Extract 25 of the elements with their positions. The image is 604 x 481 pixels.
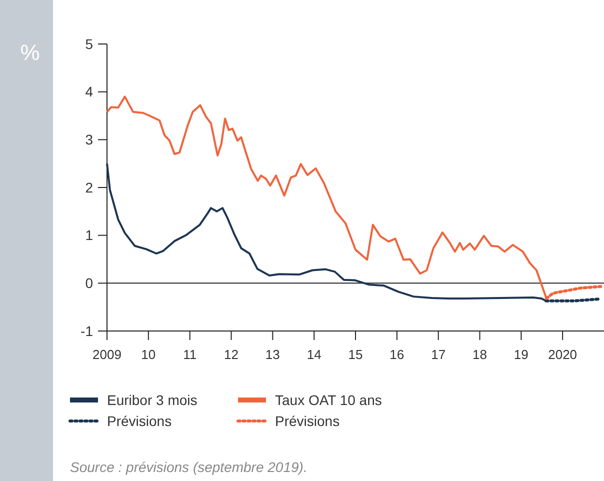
x-tick-label: 11 xyxy=(183,347,197,362)
x-tick-label: 12 xyxy=(224,347,238,362)
legend-label: Taux OAT 10 ans xyxy=(275,392,382,408)
x-tick-label: 17 xyxy=(431,347,446,362)
legend-label: Euribor 3 mois xyxy=(107,392,198,408)
source-note: Source : prévisions (septembre 2019). xyxy=(70,459,308,475)
x-tick-label: 19 xyxy=(514,347,528,362)
y-tick-label: 5 xyxy=(85,36,94,52)
legend-label: Prévisions xyxy=(275,412,340,429)
y-tick-label: 2 xyxy=(85,179,94,196)
x-tick-label: 14 xyxy=(306,347,322,362)
x-tick-label: 16 xyxy=(390,347,404,362)
x-tick-label: 13 xyxy=(265,347,280,362)
y-tick-label: 3 xyxy=(85,132,94,148)
x-tick-label: 10 xyxy=(141,347,156,362)
y-axis-title: % xyxy=(20,40,40,65)
y-tick-label: -1 xyxy=(80,322,94,339)
x-tick-label: 18 xyxy=(472,347,487,362)
y-tick-label: 4 xyxy=(85,84,94,100)
legend-label: Prévisions xyxy=(107,412,172,429)
y-tick-label: 1 xyxy=(85,227,94,244)
x-tick-label: 2009 xyxy=(92,347,122,362)
y-tick-label: 0 xyxy=(85,275,94,292)
x-tick-label: 2020 xyxy=(548,347,578,362)
x-tick-label: 15 xyxy=(348,347,363,362)
